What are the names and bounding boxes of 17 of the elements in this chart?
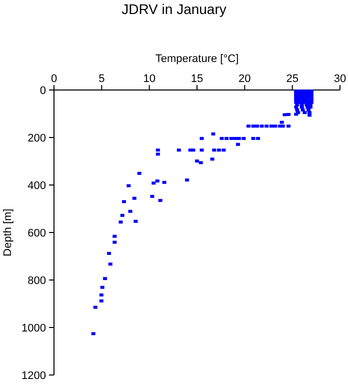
x-tick-label: 5 [98, 73, 105, 85]
x-tick-label: 20 [238, 73, 251, 85]
y-tick-label: 1000 [22, 322, 46, 334]
y-tick-label: 1200 [22, 370, 46, 382]
x-axis-title: Temperature [°C] [155, 53, 239, 65]
y-tick-label: 600 [28, 228, 46, 240]
y-tick-label: 0 [40, 85, 46, 97]
x-tick-label: 30 [334, 73, 346, 85]
x-tick-label: 25 [286, 73, 298, 85]
y-tick-label: 400 [28, 180, 46, 192]
y-axis-title: Depth [m] [2, 208, 14, 256]
x-tick-label: 0 [50, 73, 58, 85]
chart-title: JDRV in January [122, 1, 226, 17]
y-tick-label: 800 [28, 275, 46, 287]
y-tick-label: 200 [28, 132, 46, 144]
x-tick-label: 10 [143, 73, 156, 85]
x-tick-label: 15 [190, 73, 204, 85]
